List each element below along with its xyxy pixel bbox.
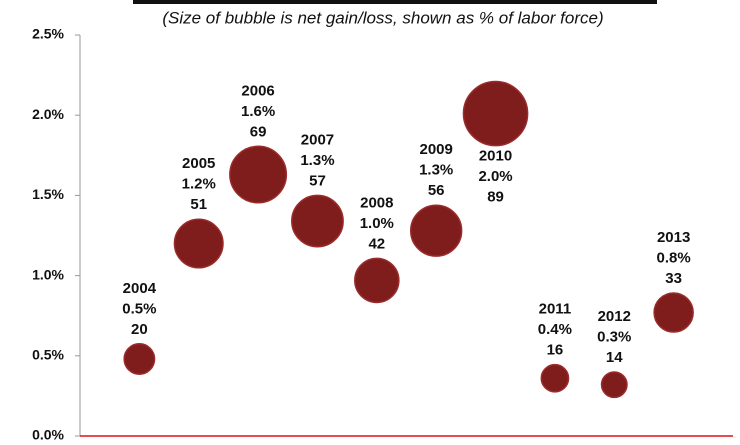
- data-label: 2009: [419, 141, 452, 158]
- data-label: 14: [606, 349, 623, 366]
- data-label: 2006: [241, 82, 274, 99]
- data-label: 51: [190, 196, 207, 213]
- data-label: 2013: [657, 229, 690, 246]
- data-label: 56: [428, 182, 445, 199]
- bubble: [653, 292, 694, 333]
- data-label: 2008: [360, 194, 393, 211]
- data-label: 0.5%: [122, 300, 156, 317]
- data-label: 2007: [301, 131, 334, 148]
- y-tick-label: 0.0%: [32, 427, 64, 443]
- bubble: [462, 80, 529, 147]
- bubble: [409, 204, 463, 257]
- data-label: 0.4%: [538, 321, 572, 338]
- data-label: 1.2%: [182, 176, 216, 193]
- y-tick-label: 2.0%: [32, 106, 64, 122]
- data-label: 42: [368, 235, 385, 252]
- title-underline: [133, 0, 657, 4]
- y-tick-label: 0.5%: [32, 347, 64, 363]
- data-label: 0.3%: [597, 328, 631, 345]
- data-label: 1.3%: [419, 162, 453, 179]
- data-label: 57: [309, 172, 326, 189]
- data-label: 2005: [182, 155, 215, 172]
- data-label: 2004: [123, 280, 157, 297]
- bubble: [123, 343, 156, 375]
- chart-subtitle: (Size of bubble is net gain/loss, shown …: [162, 8, 603, 27]
- data-label: 69: [250, 123, 267, 140]
- y-tick-label: 2.5%: [32, 26, 64, 42]
- data-label: 1.3%: [300, 152, 334, 169]
- data-label: 2011: [539, 301, 572, 318]
- data-label: 1.6%: [241, 103, 275, 120]
- bubble: [600, 371, 628, 399]
- data-label: 20: [131, 321, 148, 338]
- data-label: 2010: [479, 148, 512, 165]
- bubble: [354, 257, 400, 304]
- bubble: [540, 363, 570, 393]
- bubble: [291, 194, 344, 248]
- data-label: 16: [547, 342, 564, 359]
- data-label: 2.0%: [478, 168, 512, 185]
- data-label: 0.8%: [657, 249, 691, 266]
- data-label: 1.0%: [360, 215, 394, 232]
- data-label: 33: [665, 270, 682, 287]
- y-tick-label: 1.0%: [32, 266, 64, 282]
- bubble: [173, 218, 224, 269]
- bubble: [229, 145, 288, 204]
- data-label: 89: [487, 189, 504, 206]
- data-label: 2012: [598, 308, 631, 325]
- y-tick-label: 1.5%: [32, 186, 64, 202]
